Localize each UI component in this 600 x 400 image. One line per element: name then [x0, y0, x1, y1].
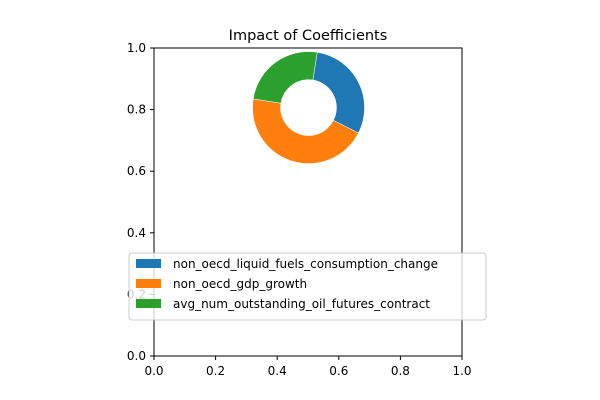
legend: non_oecd_liquid_fuels_consumption_change…: [128, 252, 487, 321]
y-tick-label: 0.6: [127, 164, 146, 178]
legend-swatch: [136, 299, 161, 308]
legend-swatch: [136, 259, 161, 268]
legend-label: avg_num_outstanding_oil_futures_contract: [173, 297, 430, 311]
donut-slices: [252, 51, 365, 164]
donut-slice: [252, 98, 359, 164]
legend-swatch: [136, 279, 161, 288]
chart-title: Impact of Coefficients: [229, 28, 388, 44]
y-tick-label: 0.0: [127, 349, 146, 363]
donut-slice: [252, 51, 318, 104]
x-tick-label: 0.8: [391, 364, 410, 378]
x-tick-label: 0.4: [268, 364, 287, 378]
x-tick-label: 0.6: [329, 364, 348, 378]
y-tick-label: 0.4: [127, 226, 146, 240]
x-tick-label: 0.0: [144, 364, 163, 378]
y-tick-label: 1.0: [127, 41, 146, 55]
legend-box: [128, 252, 487, 321]
legend-label: non_oecd_liquid_fuels_consumption_change: [173, 257, 438, 271]
x-axis-ticks: 0.0 0.2 0.4 0.6 0.8 1.0: [144, 356, 472, 378]
axes-frame: [153, 47, 463, 357]
donut-slice: [312, 52, 365, 134]
x-tick-label: 1.0: [452, 364, 471, 378]
legend-label: non_oecd_gdp_growth: [173, 277, 307, 291]
x-tick-label: 0.2: [206, 364, 225, 378]
y-tick-label: 0.8: [127, 103, 146, 117]
